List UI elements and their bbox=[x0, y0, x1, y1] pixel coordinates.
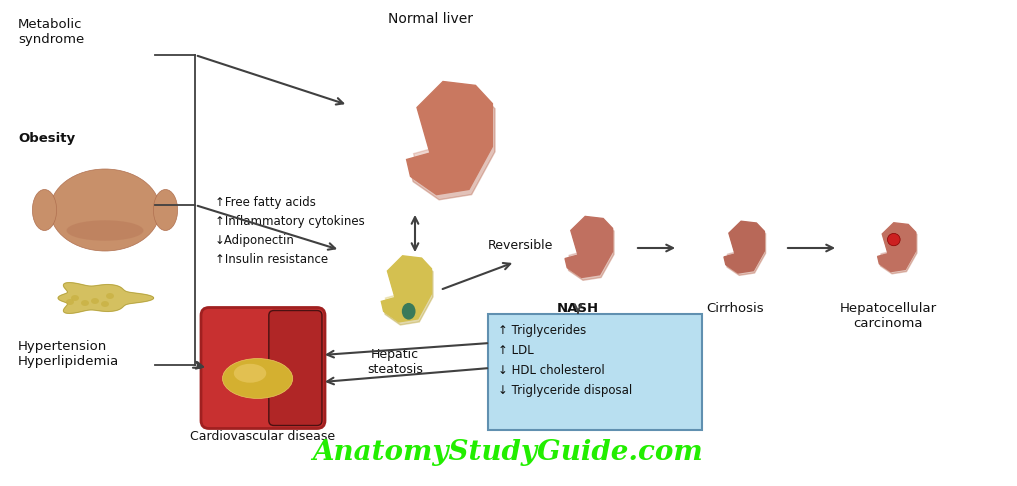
Ellipse shape bbox=[50, 169, 160, 251]
Text: Obesity: Obesity bbox=[18, 132, 75, 145]
Ellipse shape bbox=[71, 295, 79, 301]
Polygon shape bbox=[725, 224, 766, 276]
Text: Hepatic
steatosis: Hepatic steatosis bbox=[367, 348, 423, 376]
Text: Hypertension
Hyperlipidemia: Hypertension Hyperlipidemia bbox=[18, 340, 119, 368]
Polygon shape bbox=[569, 226, 602, 269]
Text: Metabolic
syndrome: Metabolic syndrome bbox=[18, 18, 84, 46]
Polygon shape bbox=[879, 225, 917, 274]
Polygon shape bbox=[409, 87, 495, 200]
Text: Hepatocellular
carcinoma: Hepatocellular carcinoma bbox=[839, 302, 937, 330]
Ellipse shape bbox=[154, 190, 178, 230]
Text: Reversible: Reversible bbox=[488, 239, 553, 251]
FancyBboxPatch shape bbox=[488, 314, 702, 430]
Polygon shape bbox=[58, 283, 154, 313]
Text: Cirrhosis: Cirrhosis bbox=[706, 302, 764, 315]
Ellipse shape bbox=[234, 364, 266, 382]
Polygon shape bbox=[881, 230, 907, 264]
Polygon shape bbox=[724, 221, 765, 273]
Polygon shape bbox=[878, 223, 915, 272]
Ellipse shape bbox=[91, 298, 99, 304]
Polygon shape bbox=[382, 259, 433, 325]
Ellipse shape bbox=[223, 359, 293, 399]
Polygon shape bbox=[565, 216, 612, 278]
Ellipse shape bbox=[888, 233, 900, 246]
Text: ↑ Triglycerides
↑ LDL
↓ HDL cholesterol
↓ Triglyceride disposal: ↑ Triglycerides ↑ LDL ↓ HDL cholesterol … bbox=[498, 324, 633, 397]
Ellipse shape bbox=[66, 220, 143, 241]
FancyBboxPatch shape bbox=[268, 311, 322, 426]
Ellipse shape bbox=[106, 293, 114, 299]
Text: ↑Free fatty acids
↑Inflammatory cytokines
↓Adiponectin
↑Insulin resistance: ↑Free fatty acids ↑Inflammatory cytokine… bbox=[215, 196, 365, 266]
Ellipse shape bbox=[101, 301, 109, 307]
Text: Cardiovascular disease: Cardiovascular disease bbox=[190, 430, 336, 443]
Polygon shape bbox=[407, 82, 492, 194]
Polygon shape bbox=[566, 219, 614, 280]
Polygon shape bbox=[385, 266, 421, 312]
Polygon shape bbox=[381, 256, 431, 322]
Text: AnatomyStudyGuide.com: AnatomyStudyGuide.com bbox=[312, 439, 704, 466]
FancyBboxPatch shape bbox=[201, 308, 325, 429]
Ellipse shape bbox=[33, 190, 57, 230]
Text: NASH: NASH bbox=[557, 302, 599, 315]
Polygon shape bbox=[414, 99, 474, 178]
Ellipse shape bbox=[66, 299, 74, 305]
Ellipse shape bbox=[81, 300, 89, 306]
Text: Normal liver: Normal liver bbox=[387, 12, 473, 26]
Ellipse shape bbox=[402, 303, 416, 320]
Polygon shape bbox=[727, 229, 756, 265]
